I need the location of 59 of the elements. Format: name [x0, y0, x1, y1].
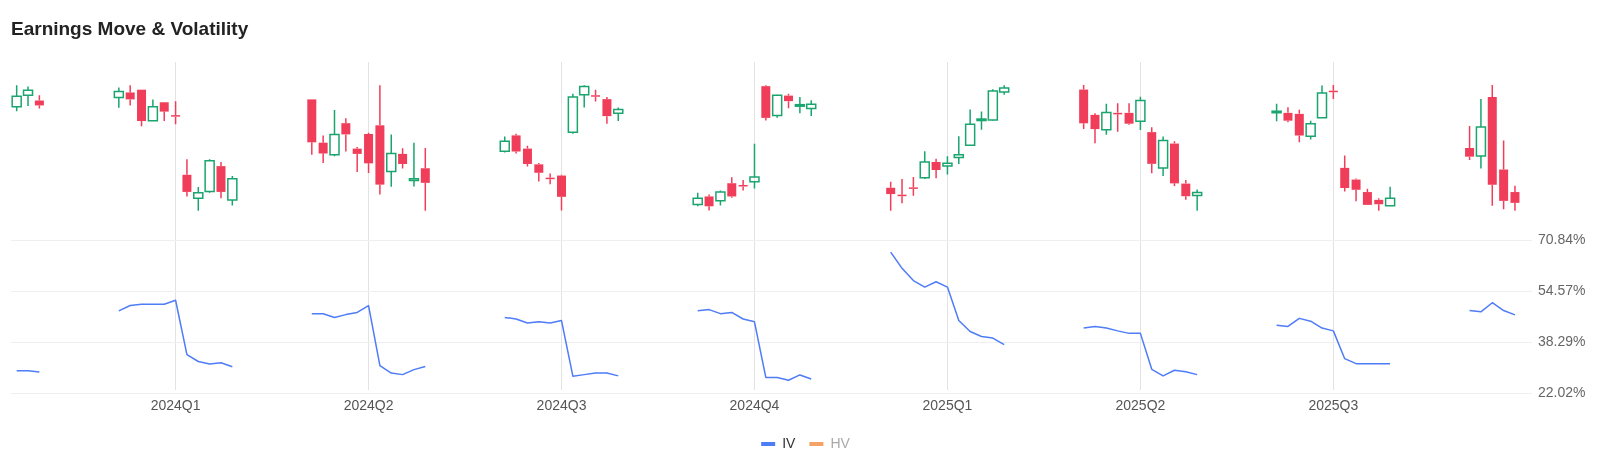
- y-tick-label: 38.29%: [1538, 333, 1586, 349]
- candlestick: [113, 86, 125, 109]
- candlestick: [602, 96, 612, 125]
- candlestick: [329, 109, 340, 158]
- candlestick: [352, 146, 362, 173]
- candlestick: [318, 134, 328, 164]
- candlestick: [420, 147, 430, 212]
- y-tick-label: 22.02%: [1538, 383, 1586, 400]
- candlestick: [1475, 98, 1487, 170]
- candlestick: [386, 133, 397, 188]
- candlestick: [307, 99, 317, 156]
- candlestick: [1124, 102, 1134, 124]
- candlestick: [1316, 84, 1328, 119]
- candlestick: [886, 181, 896, 212]
- candlestick: [953, 135, 965, 165]
- x-tick-label: 2024Q1: [150, 397, 201, 414]
- candlestick: [761, 86, 771, 122]
- x-tick-label: 2025Q1: [922, 397, 973, 414]
- candlestick: [1157, 135, 1169, 177]
- candlestick: [171, 100, 181, 125]
- candlestick: [1465, 125, 1475, 161]
- candlestick: [1283, 106, 1293, 124]
- candlestick: [1181, 179, 1191, 201]
- legend-label: HV: [830, 434, 851, 451]
- candlestick: [931, 158, 941, 180]
- candlestick: [1384, 186, 1396, 207]
- candlestick: [1374, 197, 1384, 212]
- candlestick: [375, 84, 385, 196]
- candlestick: [193, 186, 204, 212]
- candlestick: [1191, 188, 1203, 212]
- x-tick-label: 2024Q3: [536, 397, 587, 414]
- x-tick-label: 2025Q2: [1115, 397, 1166, 414]
- chart-title: Earnings Move & Volatility: [11, 18, 249, 40]
- candlestick: [1090, 112, 1100, 144]
- y-tick-label: 54.57%: [1538, 282, 1586, 299]
- x-tick-label: 2024Q2: [343, 397, 394, 414]
- x-tick-label: 2025Q3: [1308, 397, 1359, 414]
- y-tick-label: 70.84%: [1538, 231, 1586, 248]
- candlestick: [182, 158, 192, 198]
- legend-label: IV: [782, 434, 797, 451]
- candlestick: [147, 98, 159, 122]
- candlestick: [499, 135, 511, 152]
- candlestick: [341, 117, 351, 153]
- candlestick: [1510, 185, 1520, 212]
- candlestick: [749, 143, 760, 190]
- candlestick: [1487, 84, 1497, 207]
- candlestick: [216, 161, 226, 199]
- candlestick: [159, 102, 169, 122]
- candlestick: [578, 85, 590, 109]
- candlestick: [511, 132, 521, 155]
- candlestick: [771, 94, 783, 119]
- candlestick: [1147, 126, 1157, 174]
- candlestick: [125, 84, 135, 107]
- candlestick: [964, 108, 976, 146]
- candlestick: [1499, 139, 1509, 211]
- candlestick: [1351, 179, 1361, 202]
- x-tick-label: 2024Q4: [729, 397, 780, 414]
- candlestick: [704, 193, 714, 212]
- candlestick: [408, 141, 420, 188]
